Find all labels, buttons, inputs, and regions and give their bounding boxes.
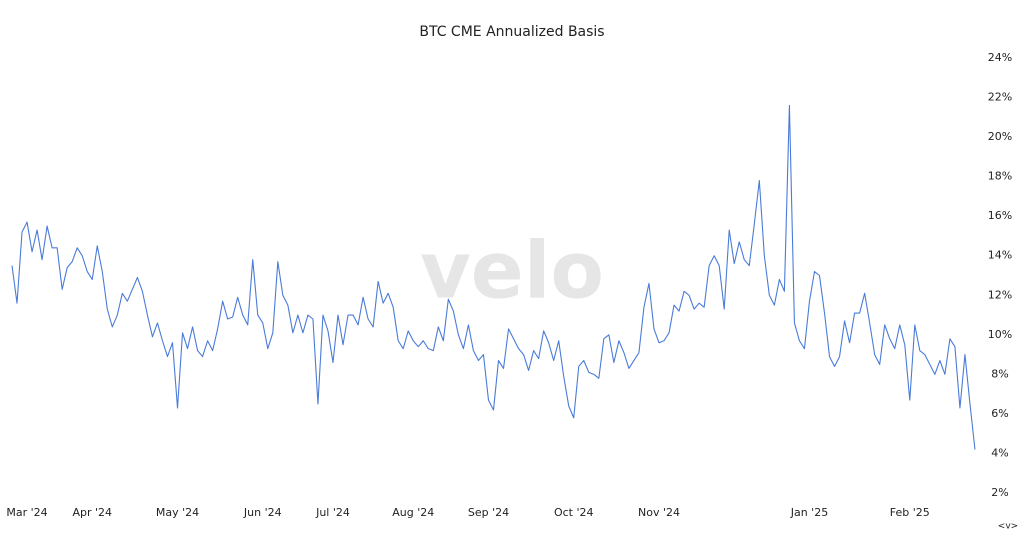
y-tick-label: 4% bbox=[991, 446, 1008, 459]
y-tick-label: 18% bbox=[988, 170, 1012, 183]
y-tick-label: 24% bbox=[988, 51, 1012, 64]
line-series bbox=[11, 104, 976, 450]
y-tick-label: 10% bbox=[988, 328, 1012, 341]
y-tick-label: 8% bbox=[991, 367, 1008, 380]
y-tick-label: 6% bbox=[991, 407, 1008, 420]
x-tick-label: May '24 bbox=[156, 506, 199, 519]
watermark: velo bbox=[420, 226, 604, 316]
x-tick-label: Mar '24 bbox=[6, 506, 47, 519]
x-tick-label: Apr '24 bbox=[72, 506, 112, 519]
y-tick-label: 16% bbox=[988, 209, 1012, 222]
x-tick-label: Nov '24 bbox=[638, 506, 680, 519]
x-tick-label: Feb '25 bbox=[890, 506, 930, 519]
x-tick-label: Jul '24 bbox=[315, 506, 350, 519]
x-tick-label: Jan '25 bbox=[790, 506, 828, 519]
x-tick-label: Aug '24 bbox=[392, 506, 434, 519]
y-tick-label: 2% bbox=[991, 486, 1008, 499]
y-tick-label: 14% bbox=[988, 249, 1012, 262]
x-tick-label: Oct '24 bbox=[554, 506, 594, 519]
scroll-control[interactable]: <v> bbox=[998, 522, 1018, 532]
x-tick-label: Sep '24 bbox=[468, 506, 509, 519]
chart-title: BTC CME Annualized Basis bbox=[419, 24, 604, 40]
y-tick-label: 12% bbox=[988, 288, 1012, 301]
y-tick-label: 20% bbox=[988, 130, 1012, 143]
y-tick-label: 22% bbox=[988, 91, 1012, 104]
x-tick-label: Jun '24 bbox=[243, 506, 282, 519]
